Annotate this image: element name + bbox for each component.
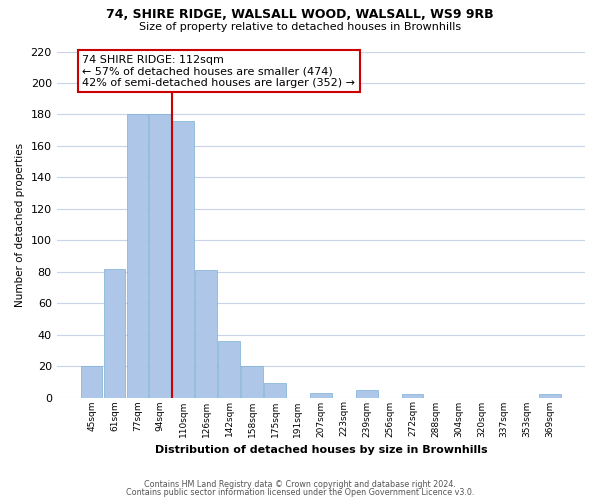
Bar <box>241 366 263 398</box>
Bar <box>310 393 332 398</box>
Bar <box>104 268 125 398</box>
Bar <box>264 384 286 398</box>
Bar <box>401 394 424 398</box>
Bar <box>127 114 148 398</box>
Bar <box>80 366 103 398</box>
Bar <box>196 270 217 398</box>
Bar <box>172 120 194 398</box>
Y-axis label: Number of detached properties: Number of detached properties <box>15 142 25 306</box>
X-axis label: Distribution of detached houses by size in Brownhills: Distribution of detached houses by size … <box>155 445 487 455</box>
Text: 74, SHIRE RIDGE, WALSALL WOOD, WALSALL, WS9 9RB: 74, SHIRE RIDGE, WALSALL WOOD, WALSALL, … <box>106 8 494 20</box>
Bar <box>356 390 377 398</box>
Text: Size of property relative to detached houses in Brownhills: Size of property relative to detached ho… <box>139 22 461 32</box>
Bar <box>539 394 561 398</box>
Text: Contains HM Land Registry data © Crown copyright and database right 2024.: Contains HM Land Registry data © Crown c… <box>144 480 456 489</box>
Bar <box>218 341 240 398</box>
Text: Contains public sector information licensed under the Open Government Licence v3: Contains public sector information licen… <box>126 488 474 497</box>
Text: 74 SHIRE RIDGE: 112sqm
← 57% of detached houses are smaller (474)
42% of semi-de: 74 SHIRE RIDGE: 112sqm ← 57% of detached… <box>82 54 355 88</box>
Bar <box>149 114 171 398</box>
